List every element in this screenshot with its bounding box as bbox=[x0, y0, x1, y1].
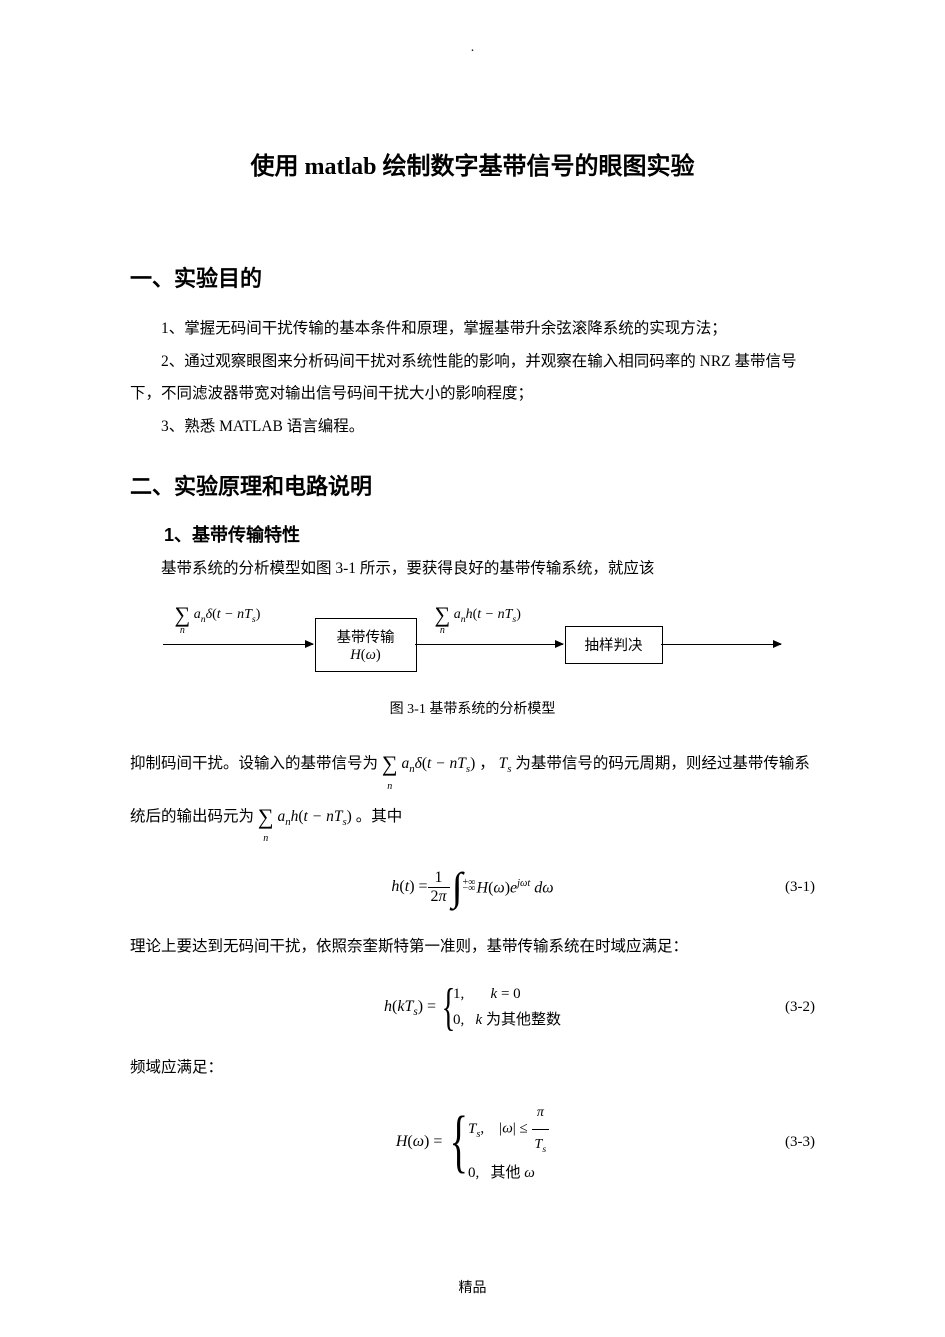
equation-3-3: H(ω) = { Ts, |ω| ≤ π Ts 0, 其他 ω (3-3) bbox=[130, 1098, 815, 1186]
box2-label: 抽样判决 bbox=[585, 634, 643, 655]
eq31-lhs: h(t) = bbox=[391, 878, 427, 896]
para-nyquist: 理论上要达到无码间干扰，依照奈奎斯特第一准则，基带传输系统在时域应满足： bbox=[130, 931, 815, 964]
integral-icon: ∫ +∞ −∞ bbox=[452, 867, 463, 907]
eq33-cases: Ts, |ω| ≤ π Ts 0, 其他 ω bbox=[468, 1098, 549, 1186]
input-signal-label: ∑n anδ(t − nTs) bbox=[175, 602, 261, 628]
eq33-c1v: Ts bbox=[468, 1121, 480, 1137]
eq33-c2c-a: 其他 bbox=[490, 1165, 524, 1181]
eq31-den: 2π bbox=[428, 888, 450, 906]
eq31-integrand: H(ω)ejωt dω bbox=[477, 878, 554, 897]
title-text-2: 绘制数字基带信号的眼图实验 bbox=[377, 154, 695, 180]
section-2-lead: 基带系统的分析模型如图 3-1 所示，要获得良好的基带传输系统，就应该 bbox=[130, 553, 815, 586]
arrow-1-line bbox=[163, 644, 313, 645]
content-area: 一、实验目的 1、掌握无码间干扰传输的基本条件和原理，掌握基带升余弦滚降系统的实… bbox=[0, 261, 945, 1187]
sum-sub-n: n bbox=[180, 625, 185, 636]
arrow-1-head bbox=[305, 640, 314, 648]
eq32-number: (3-2) bbox=[785, 999, 815, 1016]
para-d: 。其中 bbox=[356, 808, 403, 825]
Ts-symbol: Ts bbox=[499, 755, 512, 772]
eq32-c2c: 为其他整数 bbox=[486, 1012, 561, 1028]
brace-icon-2: { bbox=[450, 1107, 468, 1177]
inline-expr-2: anh bbox=[277, 808, 298, 825]
eq31-num: 1 bbox=[428, 869, 450, 888]
page: . 使用 matlab 绘制数字基带信号的眼图实验 一、实验目的 1、掌握无码间… bbox=[0, 0, 945, 1337]
eq31-frac: 1 2π bbox=[428, 869, 450, 906]
eq33-c2v: 0, bbox=[468, 1165, 479, 1181]
block-diagram: ∑n anδ(t − nTs) 基带传输 H(ω) ∑n anh(t − nTs… bbox=[163, 596, 783, 682]
eq32-case2: 0, k 为其他整数 bbox=[453, 1008, 561, 1034]
sum-icon: ∑n bbox=[175, 602, 191, 628]
objective-1: 1、掌握无码间干扰传输的基本条件和原理，掌握基带升余弦滚降系统的实现方法； bbox=[130, 313, 815, 346]
page-footer: 精品 bbox=[0, 1277, 945, 1297]
baseband-tx-box: 基带传输 H(ω) bbox=[315, 618, 417, 672]
sample-decision-box: 抽样判决 bbox=[565, 626, 663, 664]
para-suppress-isi: 抑制码间干扰。设输入的基带信号为 ∑n anδ(t − nTs) ， Ts 为基… bbox=[130, 738, 815, 844]
mid-signal-expr: anh bbox=[454, 607, 473, 622]
input-signal-expr: anδ bbox=[194, 607, 212, 622]
section-1-heading: 一、实验目的 bbox=[130, 261, 815, 293]
brace-icon: { bbox=[442, 982, 456, 1034]
eq32-c1c: k = 0 bbox=[491, 986, 521, 1002]
mid-signal-label: ∑n anh(t − nTs) bbox=[435, 602, 521, 628]
eq33-frac-den: Ts bbox=[532, 1130, 550, 1161]
eq31-number: (3-1) bbox=[785, 879, 815, 896]
inline-expr-1: anδ bbox=[401, 755, 421, 772]
eq33-frac: π Ts bbox=[532, 1098, 550, 1161]
section-2-heading: 二、实验原理和电路说明 bbox=[130, 469, 815, 501]
sum-glyph: ∑ bbox=[175, 602, 191, 627]
document-title: 使用 matlab 绘制数字基带信号的眼图实验 bbox=[0, 146, 945, 181]
equation-3-2: h(kTs) = { 1, k = 0 0, k 为其他整数 (3-2) bbox=[130, 978, 815, 1038]
int-bot: −∞ bbox=[463, 869, 476, 909]
eq32-lhs: h(kTs) = bbox=[384, 998, 436, 1018]
para-b: ， bbox=[479, 755, 495, 772]
sum-inline-2: ∑n bbox=[258, 791, 274, 844]
para-freq: 频域应满足： bbox=[130, 1052, 815, 1085]
eq33-case2: 0, 其他 ω bbox=[468, 1161, 549, 1187]
top-dot: . bbox=[0, 40, 945, 56]
sum-inline-1: ∑n bbox=[382, 738, 398, 791]
eq33-case1: Ts, |ω| ≤ π Ts bbox=[468, 1098, 549, 1161]
arrow-3-head bbox=[773, 640, 782, 648]
eq33-lhs: H(ω) = bbox=[396, 1133, 443, 1151]
arrow-2-line bbox=[415, 644, 563, 645]
sum-glyph-2: ∑ bbox=[435, 602, 451, 627]
box1-line2: H(ω) bbox=[350, 647, 380, 664]
section-2-1-heading: 1、基带传输特性 bbox=[164, 521, 815, 547]
objective-3: 3、熟悉 MATLAB 语言编程。 bbox=[130, 411, 815, 444]
arrow-3-line bbox=[661, 644, 781, 645]
equation-3-1: h(t) = 1 2π ∫ +∞ −∞ H(ω)ejωt dω (3-1) bbox=[130, 857, 815, 917]
para-a: 抑制码间干扰。设输入的基带信号为 bbox=[130, 755, 382, 772]
figure-caption: 图 3-1 基带系统的分析模型 bbox=[130, 698, 815, 718]
eq32-case1: 1, k = 0 bbox=[453, 982, 561, 1008]
eq33-frac-num: π bbox=[532, 1098, 550, 1130]
title-matlab: matlab bbox=[305, 154, 377, 180]
objective-2: 2、通过观察眼图来分析码间干扰对系统性能的影响，并观察在输入相同码率的 NRZ … bbox=[130, 346, 815, 411]
eq32-cases: 1, k = 0 0, k 为其他整数 bbox=[453, 982, 561, 1033]
eq33-number: (3-3) bbox=[785, 1134, 815, 1151]
arrow-2-head bbox=[555, 640, 564, 648]
box1-line1: 基带传输 bbox=[337, 626, 395, 647]
objective-2-text: 2、通过观察眼图来分析码间干扰对系统性能的影响，并观察在输入相同码率的 NRZ … bbox=[130, 353, 797, 403]
sum-sub-n-2: n bbox=[440, 625, 445, 636]
sum-icon-2: ∑n bbox=[435, 602, 451, 628]
title-text-1: 使用 bbox=[251, 154, 305, 180]
